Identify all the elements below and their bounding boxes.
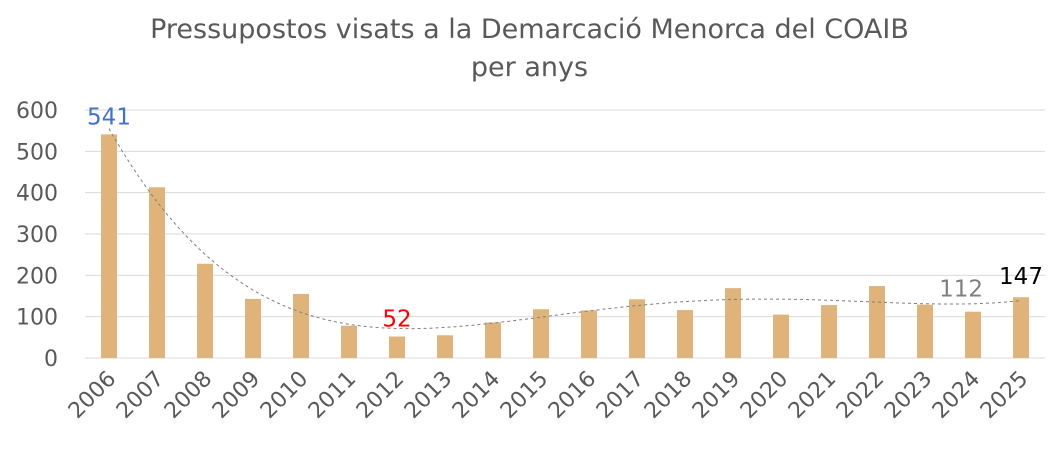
bar bbox=[389, 336, 405, 358]
bar bbox=[149, 187, 165, 358]
bar bbox=[533, 309, 549, 358]
x-tick-label: 2013 bbox=[400, 367, 457, 424]
y-tick-label: 400 bbox=[16, 182, 58, 207]
bar bbox=[677, 310, 693, 358]
data-label: 147 bbox=[999, 264, 1043, 290]
chart-title: Pressupostos visats a la Demarcació Meno… bbox=[150, 14, 909, 45]
bar bbox=[437, 335, 453, 358]
x-tick-label: 2025 bbox=[976, 367, 1033, 424]
x-tick-label: 2015 bbox=[496, 367, 553, 424]
x-tick-label: 2020 bbox=[736, 367, 793, 424]
bar bbox=[341, 325, 357, 358]
y-tick-label: 500 bbox=[16, 140, 58, 165]
x-tick-label: 2008 bbox=[160, 367, 217, 424]
bar bbox=[629, 299, 645, 358]
y-tick-label: 200 bbox=[16, 264, 58, 289]
bar bbox=[725, 288, 741, 358]
x-tick-label: 2010 bbox=[256, 367, 313, 424]
bar bbox=[293, 293, 309, 358]
bar bbox=[869, 286, 885, 358]
data-label: 541 bbox=[87, 104, 131, 130]
x-tick-label: 2009 bbox=[208, 367, 265, 424]
x-tick-label: 2017 bbox=[592, 367, 649, 424]
x-tick-label: 2006 bbox=[64, 367, 121, 424]
x-tick-label: 2007 bbox=[112, 367, 169, 424]
x-tick-label: 2014 bbox=[448, 367, 505, 424]
bar bbox=[245, 298, 261, 358]
y-tick-label: 300 bbox=[16, 223, 58, 248]
bar bbox=[197, 263, 213, 358]
data-label: 52 bbox=[382, 307, 411, 333]
x-tick-label: 2018 bbox=[640, 367, 697, 424]
bar bbox=[581, 310, 597, 358]
y-tick-label: 0 bbox=[44, 347, 58, 372]
bar bbox=[965, 311, 981, 358]
x-tick-label: 2022 bbox=[832, 367, 889, 424]
y-tick-label: 600 bbox=[16, 99, 58, 124]
x-tick-label: 2024 bbox=[928, 367, 985, 424]
x-tick-label: 2019 bbox=[688, 367, 745, 424]
y-tick-label: 100 bbox=[16, 306, 58, 331]
x-tick-label: 2012 bbox=[352, 367, 409, 424]
bar bbox=[821, 305, 837, 358]
x-tick-label: 2011 bbox=[304, 367, 361, 424]
bar bbox=[101, 134, 117, 358]
bar bbox=[773, 314, 789, 358]
x-tick-label: 2021 bbox=[784, 367, 841, 424]
x-tick-label: 2023 bbox=[880, 367, 937, 424]
data-label: 112 bbox=[939, 277, 983, 303]
bar bbox=[485, 322, 501, 358]
bar bbox=[1013, 297, 1029, 358]
chart-subtitle: per anys bbox=[470, 52, 589, 83]
x-tick-label: 2016 bbox=[544, 367, 601, 424]
bar bbox=[917, 304, 933, 358]
